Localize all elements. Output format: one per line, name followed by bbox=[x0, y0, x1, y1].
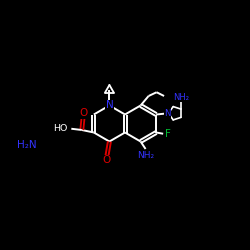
Text: N: N bbox=[164, 109, 171, 118]
Text: HO: HO bbox=[53, 124, 67, 133]
Text: NH₂: NH₂ bbox=[137, 151, 154, 160]
Text: O: O bbox=[103, 155, 111, 165]
Text: O: O bbox=[79, 108, 87, 118]
Text: N: N bbox=[106, 100, 113, 110]
Text: H₂N: H₂N bbox=[18, 140, 37, 150]
Text: F: F bbox=[165, 129, 170, 139]
Text: NH₂: NH₂ bbox=[173, 93, 189, 102]
